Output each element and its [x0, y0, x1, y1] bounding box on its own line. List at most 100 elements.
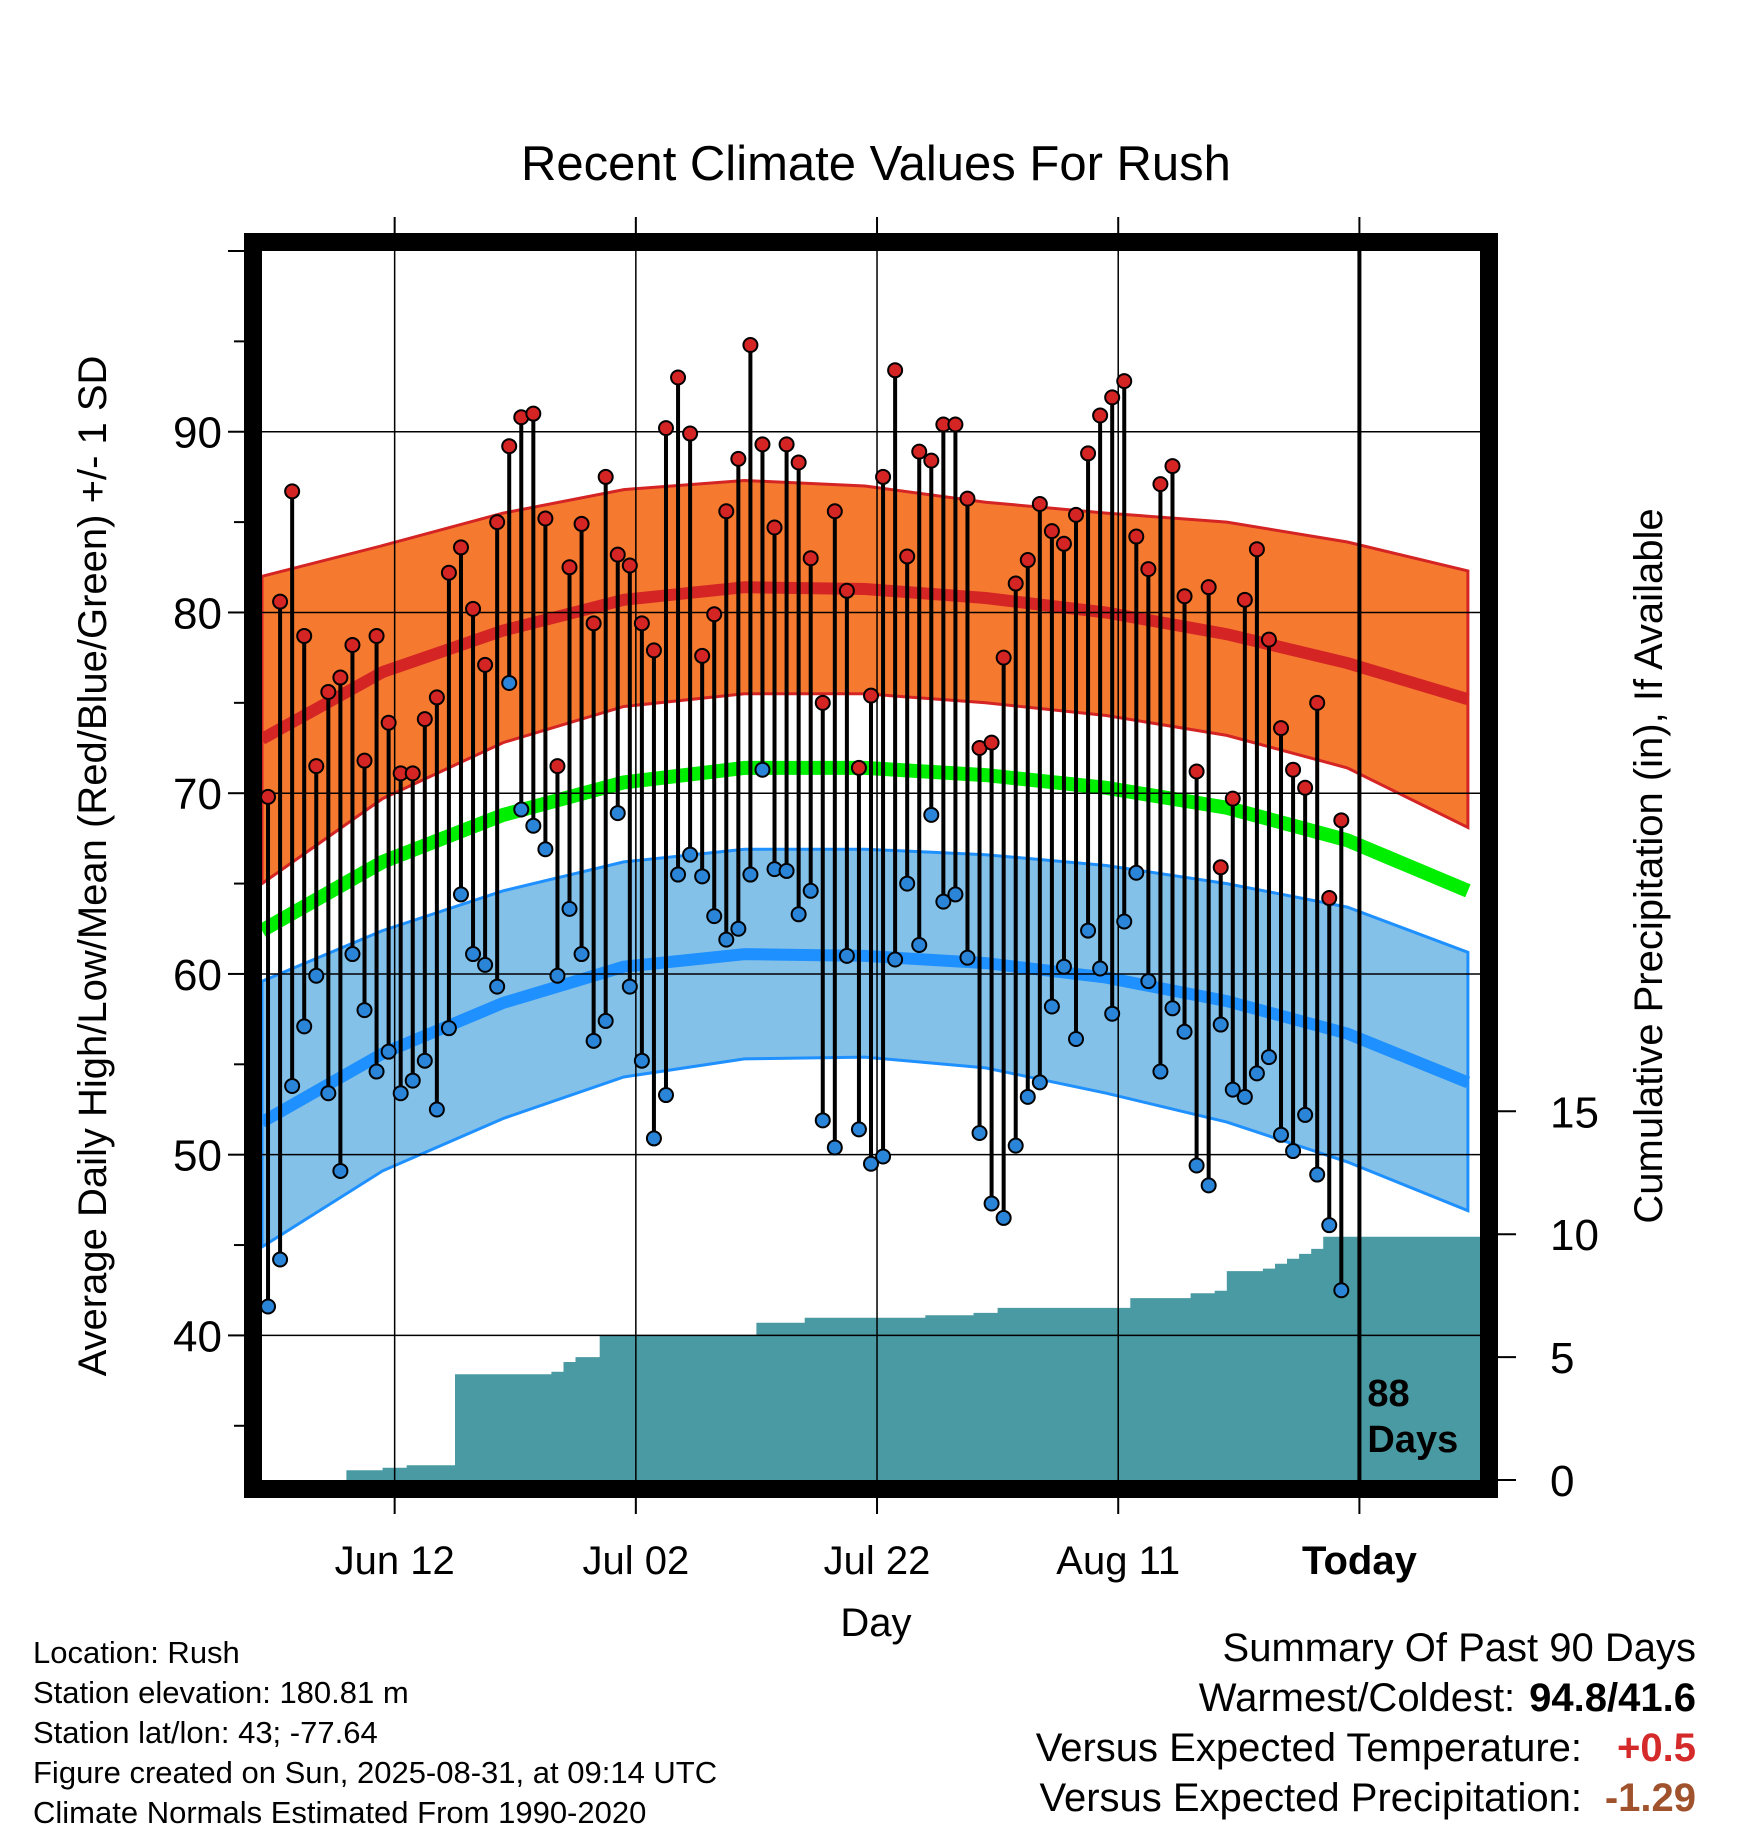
high-point [670, 369, 687, 386]
high-point [826, 503, 843, 520]
high-point [778, 436, 795, 453]
low-point [585, 1032, 602, 1049]
low-point [1007, 1137, 1024, 1154]
low-point [899, 875, 916, 892]
low-point [513, 801, 530, 818]
low-point [1128, 864, 1145, 881]
high-point [657, 420, 674, 437]
low-point [1068, 1031, 1085, 1048]
low-point [1116, 913, 1133, 930]
high-point [766, 519, 783, 536]
high-point [1164, 458, 1181, 475]
low-point [621, 978, 638, 995]
low-point [1285, 1143, 1302, 1160]
high-point [1031, 496, 1048, 513]
y-tick-label-right: 5 [1550, 1334, 1574, 1383]
station-elevation: Station elevation: 180.81 m [33, 1675, 409, 1710]
low-point [537, 841, 554, 858]
high-point [754, 436, 771, 453]
high-point [995, 649, 1012, 666]
high-point [850, 759, 867, 776]
low-point [1080, 922, 1097, 939]
y-tick-label-left: 70 [173, 770, 222, 819]
low-point [549, 967, 566, 984]
high-point [1188, 763, 1205, 780]
high-point [1128, 528, 1145, 545]
high-point [404, 765, 421, 782]
high-point [1309, 694, 1326, 711]
low-point [983, 1195, 1000, 1212]
high-point [1080, 445, 1097, 462]
low-point [1019, 1088, 1036, 1105]
high-point [597, 468, 614, 485]
warm-cold-label: Warmest/Coldest: [1198, 1676, 1516, 1720]
high-point [416, 711, 433, 728]
y-tick-label-left: 50 [173, 1132, 222, 1181]
low-point [465, 946, 482, 963]
low-point [1321, 1217, 1338, 1234]
low-point [850, 1121, 867, 1138]
high-point [368, 627, 385, 644]
high-point [380, 714, 397, 731]
low-point [344, 946, 361, 963]
high-point [452, 539, 469, 556]
high-point [1260, 631, 1277, 648]
y-tick-label-left: 90 [173, 409, 222, 458]
low-point [573, 946, 590, 963]
high-point [477, 656, 494, 673]
low-point [1055, 958, 1072, 975]
low-point [1176, 1023, 1193, 1040]
high-point [730, 450, 747, 467]
low-point [947, 886, 964, 903]
high-point [718, 503, 735, 520]
low-point [1140, 973, 1157, 990]
high-point [1273, 720, 1290, 737]
x-tick-label: Jul 22 [824, 1539, 931, 1583]
high-point [911, 443, 928, 460]
low-point [778, 862, 795, 879]
high-point [983, 734, 1000, 751]
high-point [790, 454, 807, 471]
high-point [959, 490, 976, 507]
figure-created: Figure created on Sun, 2025-08-31, at 09… [33, 1755, 718, 1790]
low-point [1200, 1177, 1217, 1194]
y-tick-label-left: 80 [173, 589, 222, 638]
station-info: Location: Rush Station elevation: 180.81… [33, 1633, 717, 1833]
high-point [440, 564, 457, 581]
temp-departure-label: Versus Expected Temperature: [1035, 1726, 1582, 1770]
low-point [1224, 1081, 1241, 1098]
y-tick-label-right: 0 [1550, 1457, 1574, 1506]
station-latlon: Station lat/lon: 43; -77.64 [33, 1715, 378, 1750]
low-point [838, 947, 855, 964]
low-point [730, 920, 747, 937]
x-tick-label: Jul 02 [582, 1539, 689, 1583]
temp-departure-row: Versus Expected Temperature: +0.5 [1036, 1723, 1696, 1773]
x-tick-label: Aug 11 [1056, 1539, 1180, 1583]
low-point [320, 1085, 337, 1102]
high-point [645, 642, 662, 659]
y-tick-label-right: 10 [1550, 1211, 1599, 1260]
high-point [609, 546, 626, 563]
high-point [947, 416, 964, 433]
low-point [657, 1087, 674, 1104]
high-point [585, 615, 602, 632]
low-point [1273, 1126, 1290, 1143]
low-point [416, 1052, 433, 1069]
high-point [561, 559, 578, 576]
low-point [525, 817, 542, 834]
high-point [875, 468, 892, 485]
summary-panel: Summary Of Past 90 Days Warmest/Coldest:… [1036, 1623, 1696, 1823]
x-tick-label: Jun 12 [335, 1539, 455, 1583]
high-point [320, 683, 337, 700]
low-point [802, 882, 819, 899]
y-axis-label-right: Cumulative Precipitation (in), If Availa… [1627, 508, 1671, 1223]
high-point [863, 687, 879, 704]
high-point [1007, 575, 1024, 592]
low-point [1309, 1166, 1326, 1183]
low-point [971, 1124, 988, 1141]
y-axis-label-left: Average Daily High/Low/Mean (Red/Blue/Gr… [71, 356, 115, 1377]
today-days-label: Days [1367, 1419, 1458, 1461]
station-location: Location: Rush [33, 1635, 240, 1670]
